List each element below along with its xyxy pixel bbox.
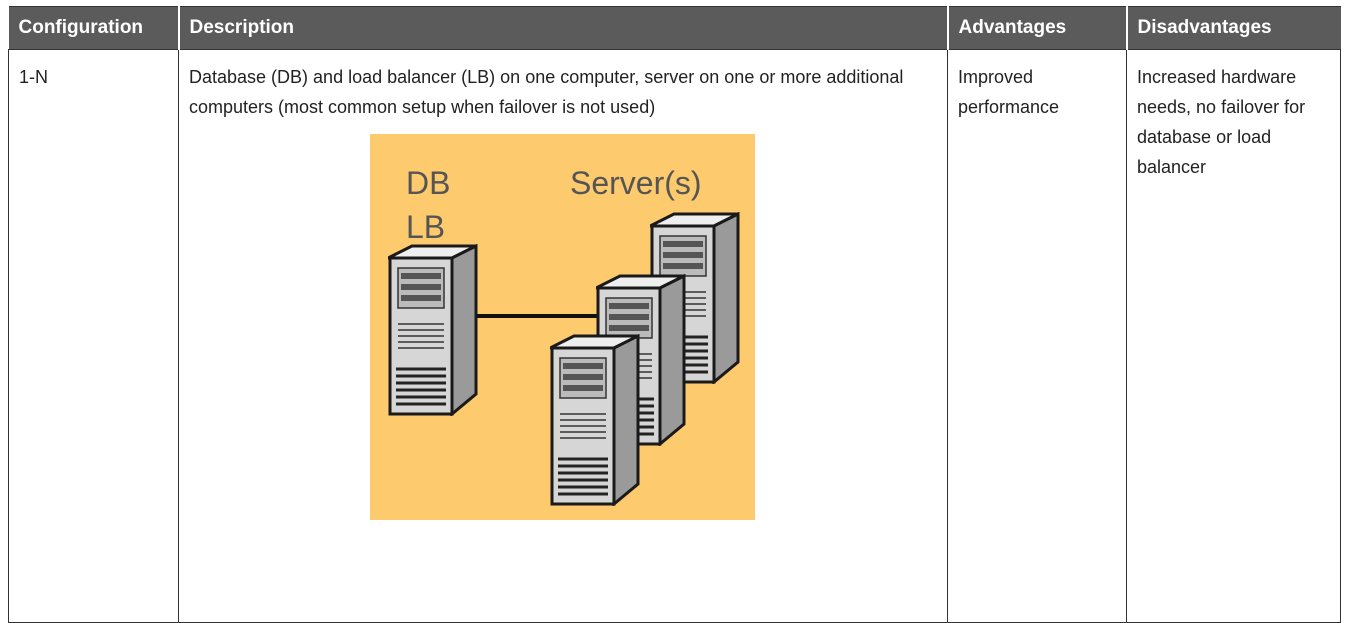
- server-icon: [550, 334, 640, 506]
- header-cell: Description: [178, 6, 949, 50]
- figure: DB LB Server(s): [370, 134, 755, 520]
- cell: Database (DB) and load balancer (LB) on …: [178, 49, 948, 623]
- cell-text: Increased hardware needs, no failover fo…: [1137, 67, 1306, 177]
- cell-text: 1-N: [19, 67, 49, 87]
- body-row: 1-N Database (DB) and load balancer (LB)…: [8, 49, 1341, 623]
- cell: 1-N: [8, 49, 179, 623]
- cell: Improved performance: [947, 49, 1127, 623]
- server-icon: [388, 244, 478, 416]
- figure-label: DB: [406, 165, 450, 201]
- cell: Increased hardware needs, no failover fo…: [1126, 49, 1341, 623]
- header-cell: Advantages: [947, 6, 1128, 50]
- header-row: Configuration Description Advantages Dis…: [8, 6, 1341, 50]
- page: Configuration Description Advantages Dis…: [8, 6, 1341, 623]
- config-table: Configuration Description Advantages Dis…: [8, 6, 1341, 623]
- header-cell: Disadvantages: [1126, 6, 1341, 50]
- cell-text: Improved performance: [958, 67, 1060, 117]
- figure-label: LB: [406, 209, 445, 245]
- header-cell: Configuration: [8, 6, 180, 50]
- figure-label: Server(s): [570, 165, 702, 201]
- cell-text: Database (DB) and load balancer (LB) on …: [189, 67, 904, 117]
